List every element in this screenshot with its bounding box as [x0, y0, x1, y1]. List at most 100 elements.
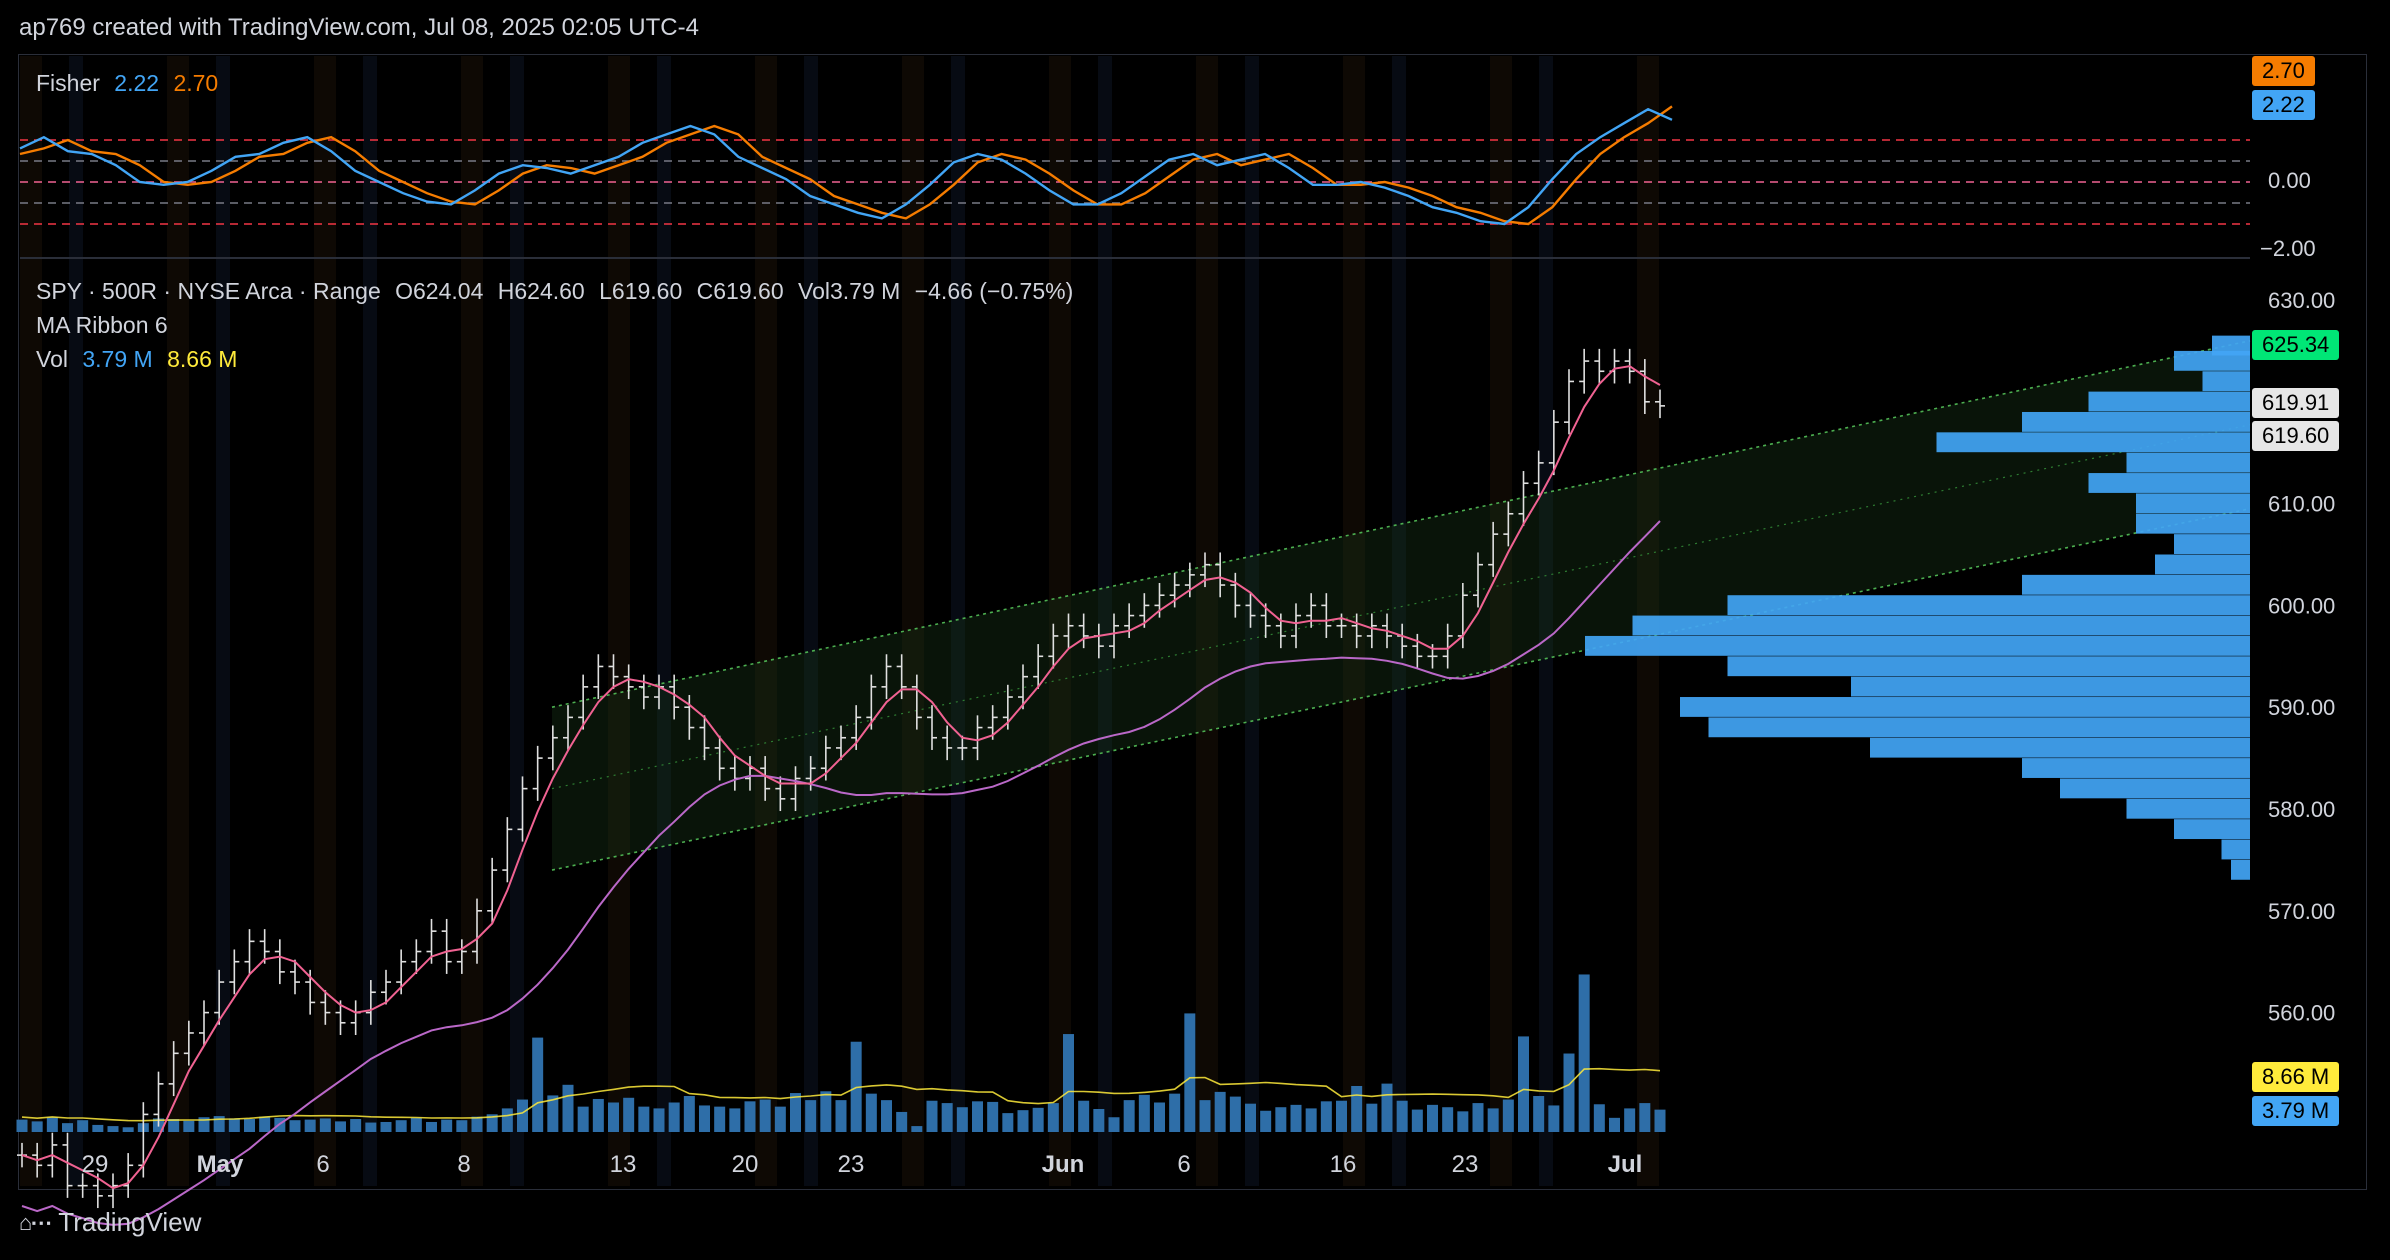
- volume-profile-bar: [1632, 615, 2250, 636]
- time-axis-label: 13: [610, 1151, 637, 1178]
- volume-bar: [820, 1091, 832, 1132]
- volume-bar: [1351, 1085, 1363, 1132]
- session-band: [20, 56, 42, 1186]
- volume-value: Vol3.79 M: [798, 278, 901, 304]
- session-band: [804, 56, 818, 1186]
- time-axis-label: 6: [1177, 1151, 1190, 1178]
- volume-bar: [319, 1118, 331, 1132]
- volume-bar: [1199, 1100, 1211, 1132]
- volume-bar: [92, 1124, 104, 1132]
- volume-bar: [623, 1097, 635, 1132]
- volume-bar: [1593, 1104, 1605, 1132]
- change-value: −4.66 (−0.75%): [914, 278, 1074, 304]
- volume-bar: [228, 1118, 240, 1132]
- high-value: H624.60: [497, 278, 585, 304]
- session-band: [1490, 56, 1512, 1186]
- symbol-info: SPY · 500R · NYSE Arca · Range: [36, 278, 381, 304]
- volume-bar: [456, 1120, 468, 1132]
- volume-bar: [168, 1119, 180, 1132]
- volume-bar: [1290, 1104, 1302, 1132]
- time-axis-label: 6: [316, 1151, 329, 1178]
- volume-bar: [16, 1119, 28, 1132]
- volume-bar: [122, 1127, 134, 1132]
- volume-bar: [395, 1120, 407, 1132]
- chart-header: ap769 created with TradingView.com, Jul …: [19, 14, 699, 41]
- low-value: L619.60: [599, 278, 683, 304]
- volume-label: Vol: [36, 346, 68, 372]
- volume-profile-bar: [2088, 391, 2250, 412]
- volume-ma-line: [21, 1067, 1661, 1122]
- ma-slow-line: [21, 520, 1661, 1226]
- volume-bar: [1624, 1108, 1636, 1132]
- price-axis-label: 570.00: [2268, 899, 2335, 924]
- time-axis-label: 20: [732, 1151, 759, 1178]
- volume-bar: [1442, 1107, 1454, 1132]
- volume-bar: [471, 1116, 483, 1132]
- symbol-legend[interactable]: SPY · 500R · NYSE Arca · Range O624.04 H…: [36, 278, 1081, 305]
- price-tag: 619.60: [2252, 421, 2340, 451]
- volume-bar: [1472, 1103, 1484, 1132]
- volume-bar: [699, 1105, 710, 1132]
- volume-bar: [517, 1099, 528, 1132]
- volume-value-1: 3.79 M: [82, 346, 153, 372]
- channel-mid-line: [551, 424, 2251, 790]
- channel-upper-line: [551, 339, 2251, 708]
- volume-bar: [972, 1101, 983, 1132]
- volume-bar: [1381, 1083, 1393, 1132]
- volume-profile-bar: [1708, 717, 2250, 738]
- chart-frame: [18, 54, 2367, 1190]
- session-band: [1049, 56, 1071, 1186]
- volume-bar: [1047, 1103, 1059, 1132]
- volume-bar: [1518, 1036, 1529, 1132]
- volume-bar: [1002, 1113, 1014, 1132]
- volume-profile-bar: [1680, 697, 2250, 717]
- fisher-trigger-tag: 2.70: [2252, 56, 2315, 86]
- ma-ribbon-legend[interactable]: MA Ribbon 6: [36, 312, 176, 339]
- volume-bar: [62, 1123, 73, 1132]
- volume-bar: [1427, 1104, 1438, 1132]
- time-axis-label: 29: [82, 1151, 109, 1178]
- volume-bar: [1078, 1100, 1090, 1132]
- session-band: [510, 56, 524, 1186]
- tradingview-brand[interactable]: ⌂⋯ TradingView: [19, 1207, 201, 1238]
- volume-profile-bar: [2022, 758, 2250, 778]
- volume-bar: [835, 1100, 847, 1132]
- session-band: [1196, 56, 1218, 1186]
- ma-ribbon-label: MA Ribbon 6: [36, 312, 168, 338]
- time-axis-label: 23: [1452, 1151, 1479, 1178]
- fisher-trigger-value: 2.70: [173, 70, 219, 96]
- time-axis-label: May: [197, 1151, 244, 1178]
- price-axis-label: 560.00: [2268, 1001, 2335, 1026]
- volume-bar: [1366, 1103, 1378, 1132]
- volume-bar: [1108, 1117, 1120, 1132]
- volume-bar: [1396, 1100, 1408, 1132]
- volume-bar: [805, 1100, 817, 1132]
- volume-bar: [380, 1121, 392, 1132]
- volume-legend[interactable]: Vol 3.79 M 8.66 M: [36, 346, 245, 373]
- session-band: [1392, 56, 1406, 1186]
- session-band: [755, 56, 777, 1186]
- volume-bar: [1639, 1103, 1651, 1132]
- price-axis-label: 630.00: [2268, 288, 2335, 313]
- volume-bar: [683, 1096, 695, 1132]
- volume-bar: [1138, 1094, 1150, 1132]
- volume-bar: [31, 1121, 43, 1132]
- open-value: O624.04: [395, 278, 484, 304]
- session-band: [657, 56, 671, 1186]
- fisher-legend[interactable]: Fisher 2.22 2.70: [36, 70, 226, 97]
- volume-bar: [1487, 1108, 1499, 1132]
- volume-bar: [1214, 1091, 1226, 1132]
- fisher-line: [19, 107, 1673, 226]
- volume-bar: [335, 1121, 346, 1132]
- volume-profile-bar: [2155, 554, 2250, 575]
- time-axis-label: 23: [838, 1151, 865, 1178]
- session-band: [608, 56, 630, 1186]
- volume-bar: [547, 1095, 559, 1132]
- volume-bar: [577, 1106, 589, 1132]
- volume-bar: [1502, 1099, 1514, 1132]
- volume-profile-bar: [2126, 452, 2250, 473]
- volume-bar: [1245, 1103, 1256, 1132]
- volume-bar: [1320, 1101, 1332, 1132]
- volume-profile-bar: [2174, 350, 2250, 371]
